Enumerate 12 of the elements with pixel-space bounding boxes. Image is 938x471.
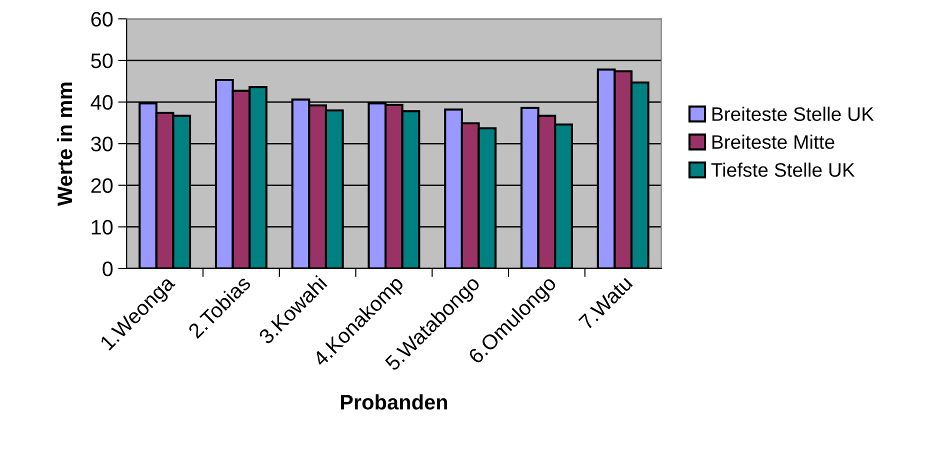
legend-label: Breiteste Mitte [712, 134, 834, 149]
y-tick-label: 30 [91, 136, 113, 152]
y-tick-label: 50 [91, 53, 113, 68]
y-tick-label: 10 [92, 220, 113, 235]
legend-label: Breiteste Stelle UK [712, 106, 874, 121]
y-tick-label: 40 [90, 95, 113, 110]
y-tick-label: 20 [91, 178, 113, 194]
y-tick-label: 60 [91, 12, 113, 27]
y-tick-label: 0 [102, 261, 113, 276]
y-axis-title: Werte in mm [56, 82, 72, 206]
x-axis-title: Probanden [340, 394, 448, 410]
legend-label: Tiefste Stelle UK [711, 162, 855, 177]
